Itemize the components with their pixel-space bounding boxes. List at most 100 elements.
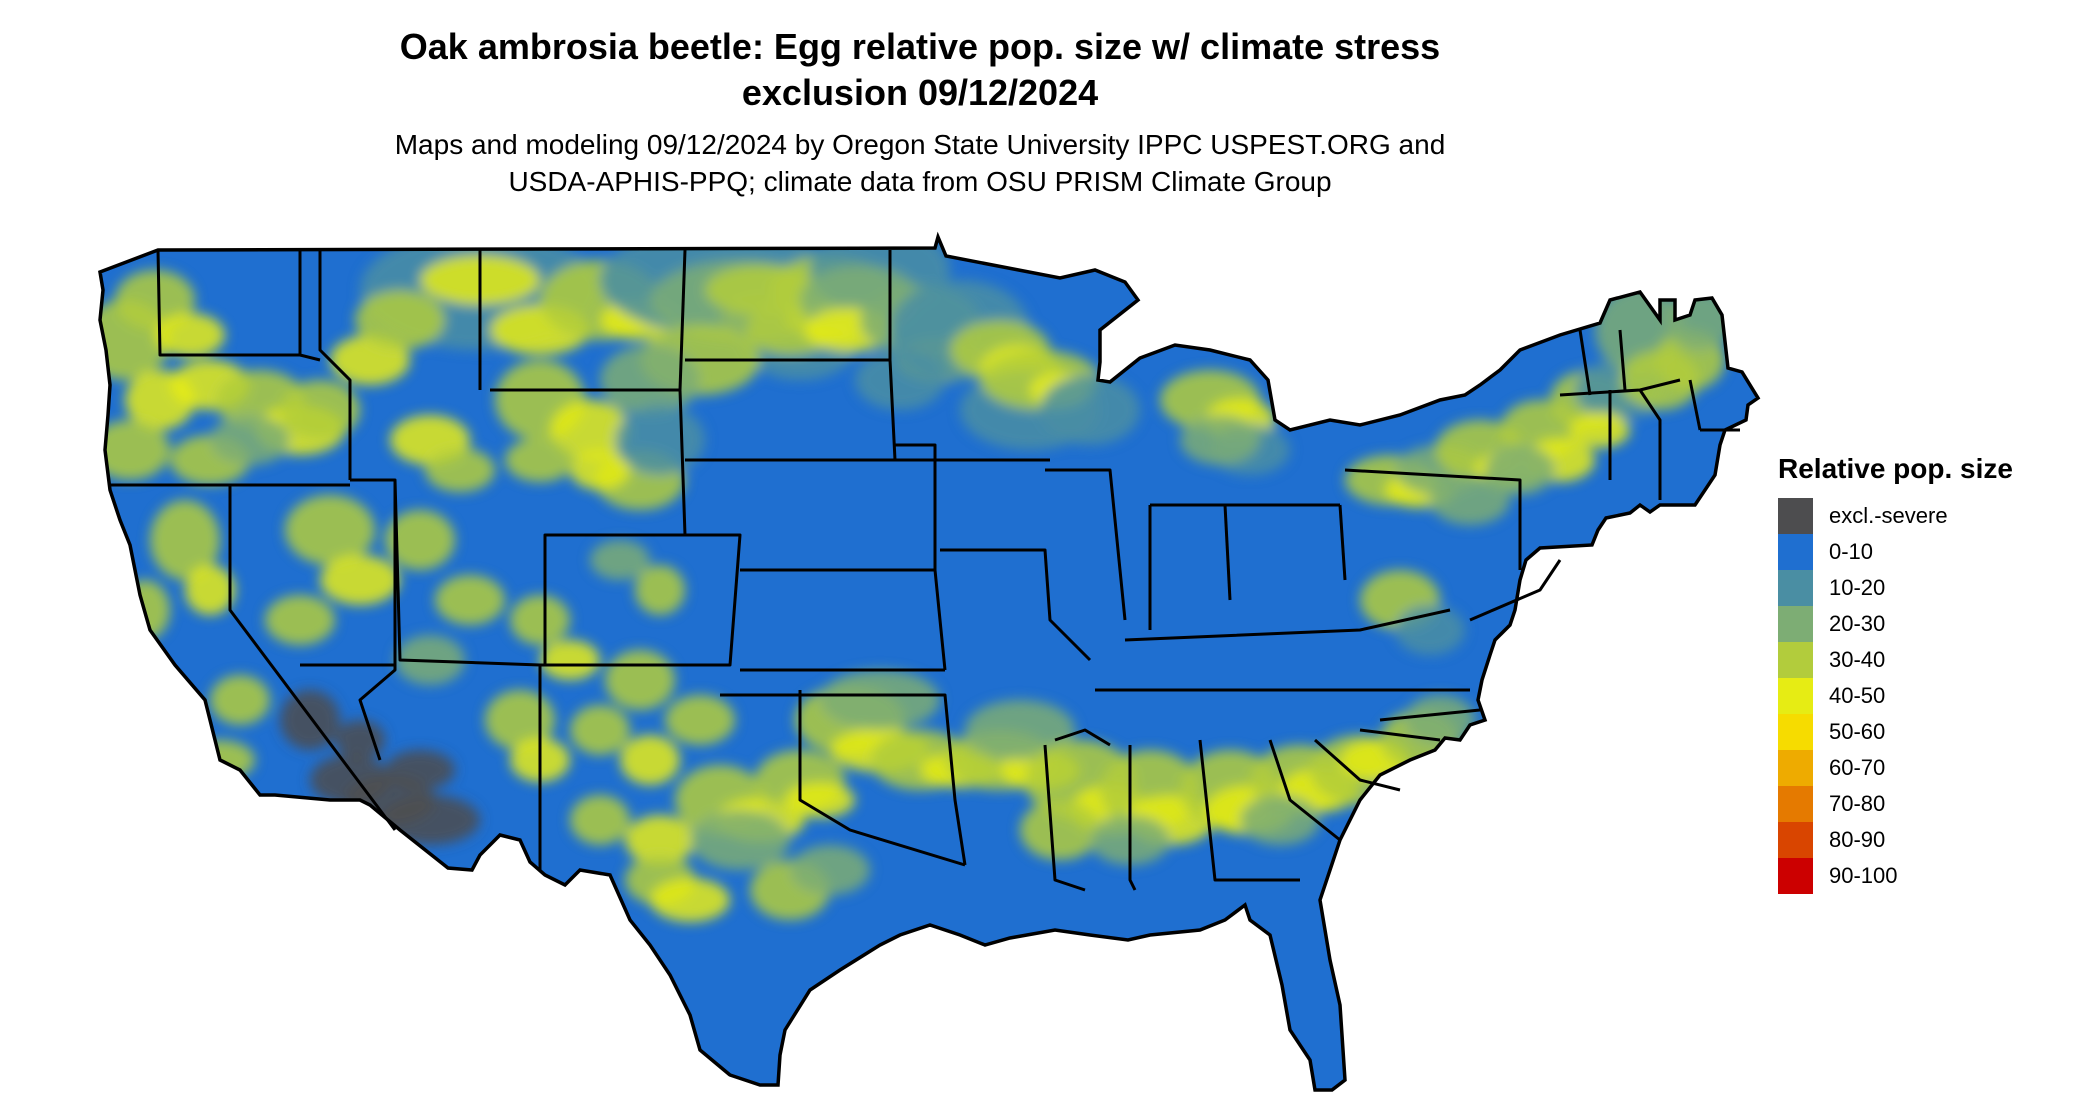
population-patch	[1430, 475, 1510, 525]
legend: Relative pop. size excl.-severe 0-10 10-20…	[1778, 452, 2078, 894]
population-patch	[285, 495, 375, 565]
population-patch	[965, 700, 1075, 760]
population-patch	[505, 438, 575, 482]
state-border	[940, 548, 1092, 662]
population-patch	[1485, 445, 1555, 495]
population-patch	[265, 595, 335, 645]
legend-swatch	[1778, 570, 1813, 606]
state-border	[720, 693, 967, 866]
population-patch	[355, 290, 445, 350]
legend-swatch	[1778, 534, 1813, 570]
population-patch	[1180, 415, 1260, 465]
population-patch	[510, 595, 570, 645]
population-patch	[570, 795, 630, 845]
population-patch	[550, 400, 630, 460]
legend-label: 30-40	[1829, 647, 1886, 672]
state-border	[1578, 329, 1592, 396]
population-patch	[320, 555, 400, 605]
population-patch	[635, 565, 685, 615]
legend-label: 80-90	[1829, 827, 1886, 852]
legend-label: 10-20	[1829, 575, 1886, 600]
map-subtitle-line-1: Maps and modeling 09/12/2024 by Oregon S…	[394, 129, 1446, 160]
population-patch	[435, 575, 505, 625]
legend-swatch	[1778, 714, 1813, 750]
state-border	[798, 690, 966, 867]
state-border	[1359, 728, 1441, 742]
population-patch	[335, 720, 385, 760]
legend-item: 0-10	[1778, 534, 2078, 570]
population-patch	[485, 690, 555, 750]
state-border	[1198, 739, 1300, 882]
population-patch	[1395, 605, 1465, 655]
legend-swatch	[1778, 822, 1813, 858]
state-border	[1223, 504, 1232, 601]
state-border	[540, 533, 742, 667]
state-border	[678, 249, 687, 391]
population-patch	[280, 690, 340, 750]
state-border	[1688, 379, 1702, 431]
state-border	[1045, 468, 1127, 621]
population-patch	[570, 450, 630, 490]
population-patch	[650, 878, 730, 922]
legend-item: 10-20	[1778, 570, 2078, 606]
map-title-line-1: Oak ambrosia beetle: Egg relative pop. s…	[399, 26, 1441, 67]
state-border	[1314, 738, 1401, 792]
legend-title: Relative pop. size	[1778, 453, 2013, 484]
legend-label: 60-70	[1829, 755, 1886, 780]
legend-swatch	[1778, 606, 1813, 642]
population-patch	[150, 500, 220, 580]
population-patch	[590, 540, 650, 580]
population-patch	[605, 650, 675, 710]
population-patch	[1240, 795, 1320, 845]
population-patch	[115, 270, 195, 330]
state-border	[1338, 504, 1347, 581]
population-patch	[615, 405, 705, 475]
map-title-line-2: exclusion 09/12/2024	[741, 72, 1099, 113]
population-patch	[100, 420, 170, 480]
population-patch	[280, 380, 360, 440]
state-border	[156, 249, 300, 357]
state-border	[1268, 739, 1341, 842]
population-patch	[625, 815, 695, 865]
legend-swatch	[1778, 642, 1813, 678]
legend-label: 50-60	[1829, 719, 1886, 744]
legend-item: 70-80	[1778, 786, 2078, 822]
state-border	[1379, 708, 1481, 722]
legend-label: excl.-severe	[1829, 503, 1948, 528]
population-patch	[1040, 375, 1140, 445]
population-patch	[690, 810, 790, 870]
state-border	[1618, 329, 1627, 391]
legend-items: excl.-severe 0-10 10-20 20-30 30-40 40-50 50-6…	[1778, 498, 2078, 894]
population-patch	[790, 845, 870, 895]
state-border	[1124, 608, 1451, 642]
legend-item: 20-30	[1778, 606, 2078, 642]
state-border	[1344, 468, 1522, 570]
map-subtitle-line-2: USDA-APHIS-PPQ; climate data from OSU PR…	[508, 166, 1332, 197]
population-patch	[540, 640, 600, 680]
state-border	[895, 443, 947, 671]
legend-item: 30-40	[1778, 642, 2078, 678]
population-patch	[425, 448, 495, 492]
state-border	[1469, 559, 1562, 622]
legend-item: 50-60	[1778, 714, 2078, 750]
population-patch	[785, 782, 855, 818]
state-border	[393, 479, 542, 870]
legend-swatch	[1778, 750, 1813, 786]
legend-item: 80-90	[1778, 822, 2078, 858]
legend-item: 90-100	[1778, 858, 2078, 894]
legend-swatch	[1778, 786, 1813, 822]
legend-label: 40-50	[1829, 683, 1886, 708]
population-patch	[380, 795, 480, 845]
state-border	[1043, 744, 1086, 892]
legend-swatch	[1778, 858, 1813, 894]
population-patch	[570, 705, 630, 755]
population-patch	[385, 510, 455, 570]
legend-item: 60-70	[1778, 750, 2078, 786]
map-subtitle: Maps and modeling 09/12/2024 by Oregon S…	[230, 126, 1610, 200]
state-border	[1638, 389, 1662, 500]
population-patch	[210, 415, 290, 465]
population-patch	[1570, 412, 1630, 448]
legend-label: 70-80	[1829, 791, 1886, 816]
population-patch	[155, 313, 225, 357]
